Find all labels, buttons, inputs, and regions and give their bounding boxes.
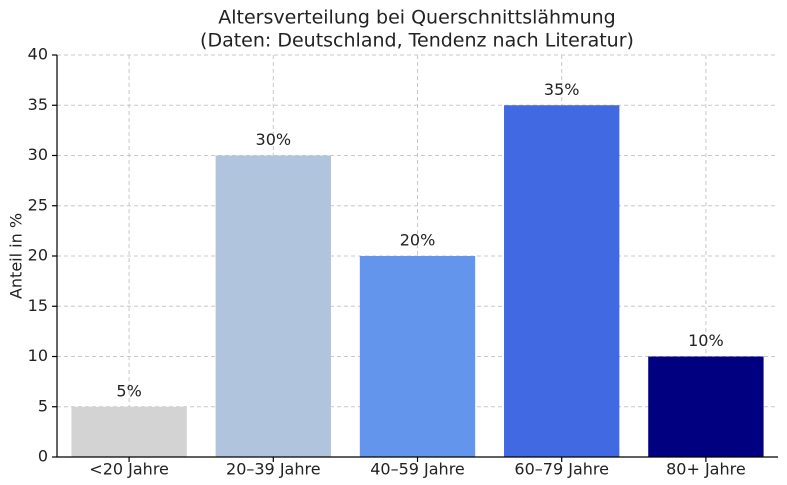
y-tick-label: 25: [28, 195, 48, 214]
x-tick-label: 80+ Jahre: [666, 460, 746, 479]
y-tick-label: 30: [28, 145, 48, 164]
y-tick-label: 20: [28, 246, 48, 265]
value-label: 10%: [688, 331, 724, 350]
x-tick-label: 60–79 Jahre: [514, 460, 609, 479]
bar: [504, 105, 620, 457]
bar: [359, 256, 476, 457]
x-tick-label: 20–39 Jahre: [226, 460, 321, 479]
bar: [71, 406, 187, 457]
y-tick-label: 0: [38, 447, 48, 466]
value-label: 30%: [256, 130, 292, 149]
x-tick-label: 40–59 Jahre: [370, 460, 465, 479]
y-tick-label: 35: [28, 95, 48, 114]
bar: [215, 155, 331, 457]
chart-subtitle: (Daten: Deutschland, Tendenz nach Litera…: [200, 30, 634, 52]
y-tick-label: 5: [38, 396, 48, 415]
y-tick-label: 10: [28, 346, 48, 365]
chart-title: Altersverteilung bei Querschnittslähmung: [218, 7, 615, 29]
y-axis-label: Anteil in %: [7, 213, 26, 299]
y-tick-label: 40: [28, 45, 48, 64]
x-tick-label: <20 Jahre: [89, 460, 169, 479]
bar: [648, 356, 764, 457]
value-label: 20%: [400, 231, 436, 250]
value-label: 35%: [544, 80, 580, 99]
y-tick-label: 15: [28, 296, 48, 315]
value-label: 5%: [116, 381, 141, 400]
